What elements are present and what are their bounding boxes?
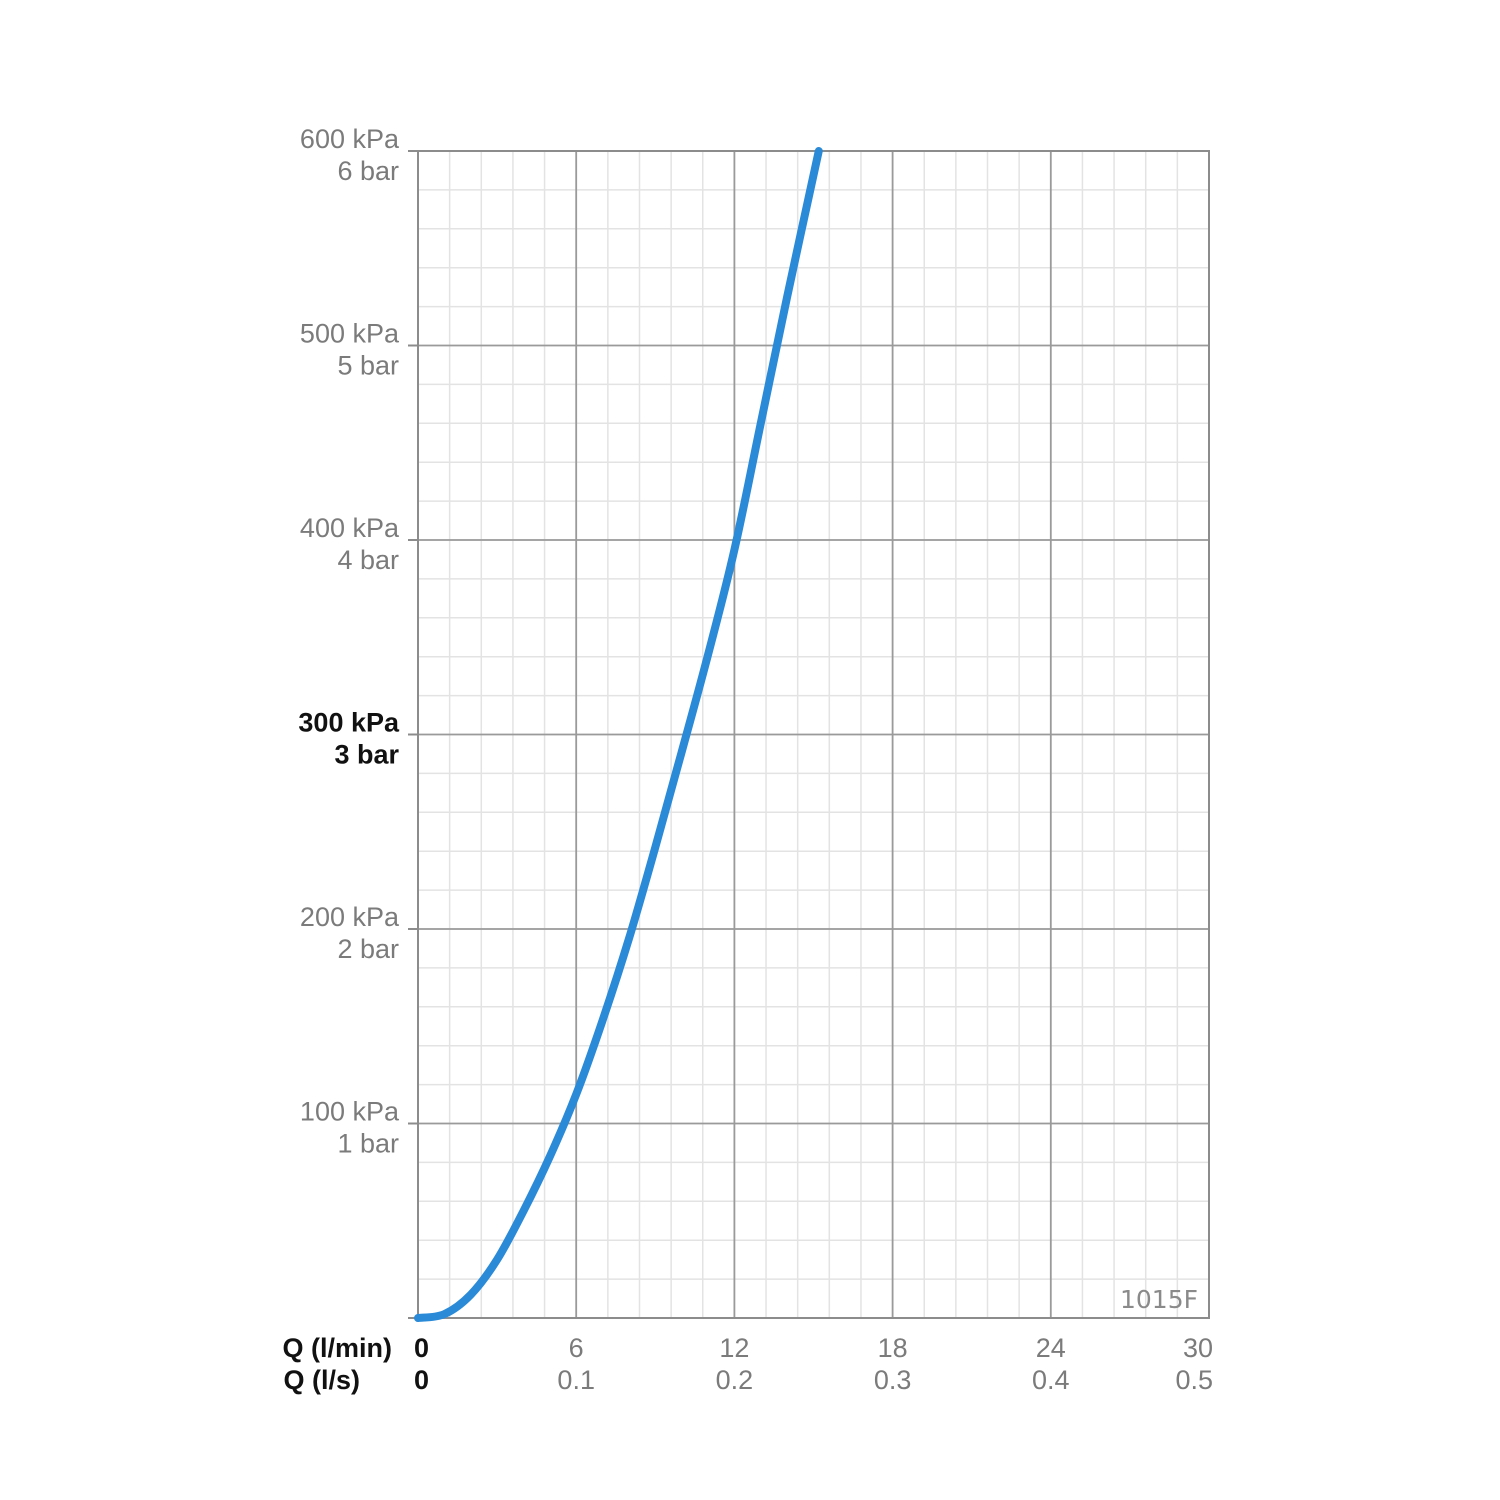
y-tick-label-bar: 2 bar (337, 934, 399, 964)
x-tick-label-ls: 0.5 (1175, 1365, 1213, 1395)
y-tick-label-kpa: 300 kPa (298, 708, 400, 738)
x-tick-label-lmin: 18 (878, 1333, 908, 1363)
x-axis-title-lmin: Q (l/min) (283, 1333, 393, 1363)
x-tick-label-ls: 0.1 (557, 1365, 595, 1395)
x-tick-label-lmin: 30 (1183, 1333, 1213, 1363)
x-axis-labels: 00 60.1 120.2 180.3 240.4 300.5 (414, 1333, 1213, 1395)
y-tick-label-kpa: 500 kPa (300, 319, 400, 349)
y-tick-label-kpa: 600 kPa (300, 124, 400, 154)
y-tick-marks (408, 150, 418, 1319)
x-axis-title-ls: Q (l/s) (283, 1365, 360, 1395)
y-tick-label-bar: 6 bar (337, 156, 399, 186)
x-tick-label-ls: 0.3 (874, 1365, 912, 1395)
pressure-loss-curve (414, 147, 823, 1322)
y-tick-label-bar: 5 bar (337, 351, 399, 381)
x-tick-label-ls: 0 (414, 1365, 429, 1395)
model-annotation: 1015F (1120, 1285, 1198, 1314)
x-tick-label-lmin: 24 (1036, 1333, 1066, 1363)
x-tick-label-lmin: 0 (414, 1333, 429, 1363)
y-tick-label-bar: 1 bar (337, 1129, 399, 1159)
x-tick-label-ls: 0.2 (716, 1365, 754, 1395)
x-tick-label-lmin: 6 (569, 1333, 584, 1363)
y-tick-label-kpa: 200 kPa (300, 902, 400, 932)
y-tick-label-bar: 4 bar (337, 545, 399, 575)
x-tick-label-ls: 0.4 (1032, 1365, 1070, 1395)
y-tick-label-kpa: 100 kPa (300, 1097, 400, 1127)
y-tick-label-kpa: 400 kPa (300, 513, 400, 543)
x-tick-label-lmin: 12 (719, 1333, 749, 1363)
y-tick-label-bar: 3 bar (334, 740, 399, 770)
